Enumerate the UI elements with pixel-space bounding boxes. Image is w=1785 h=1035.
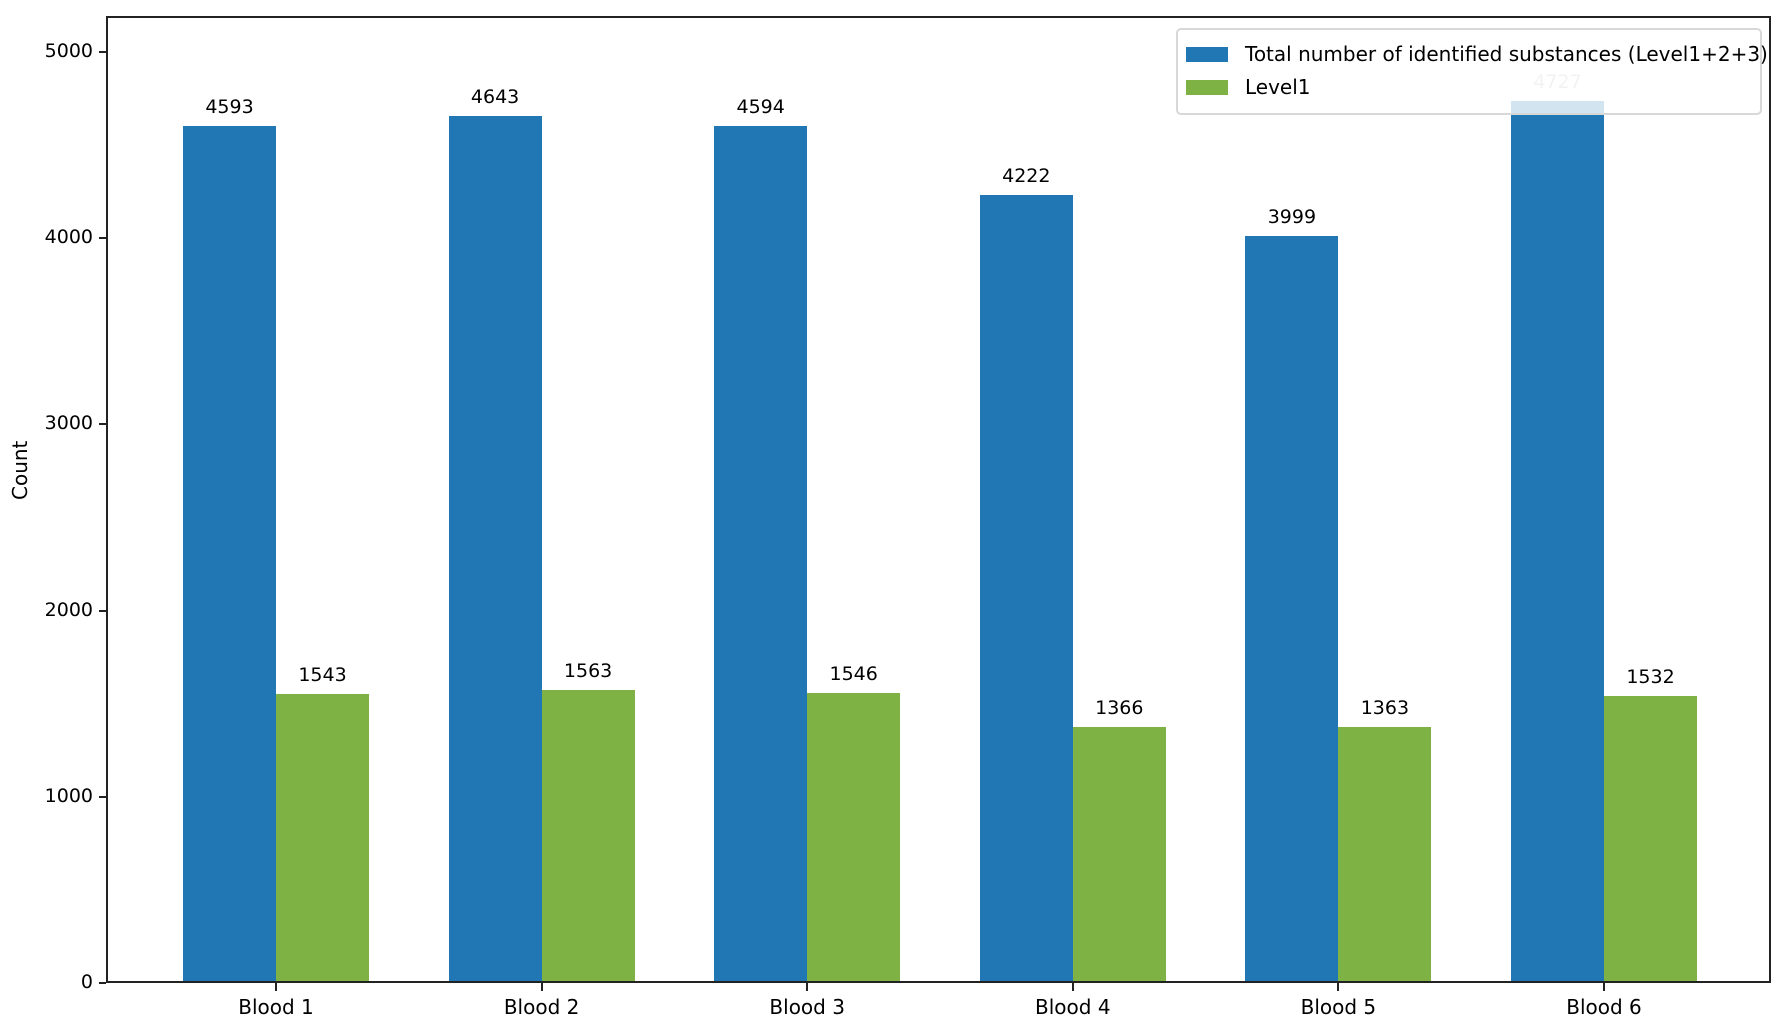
y-tick bbox=[99, 423, 106, 426]
bar-value-label: 4594 bbox=[736, 95, 785, 118]
y-tick-label: 5000 bbox=[44, 40, 93, 62]
x-tick bbox=[540, 983, 543, 991]
x-tick bbox=[275, 983, 277, 991]
bar-value-label: 1546 bbox=[829, 663, 878, 686]
y-tick-label: 2000 bbox=[44, 598, 93, 621]
x-tick-label: Blood 6 bbox=[1566, 995, 1642, 1019]
x-tick bbox=[1603, 983, 1605, 991]
y-tick-label: 0 bbox=[80, 971, 93, 993]
bar-total bbox=[448, 116, 542, 981]
bar-level1 bbox=[807, 693, 901, 981]
bar-total bbox=[183, 125, 276, 981]
bar-value-label: 3999 bbox=[1267, 206, 1317, 229]
bar-value-label: 1543 bbox=[298, 663, 347, 686]
bar-value-label: 1366 bbox=[1095, 696, 1144, 719]
bar-value-label: 1563 bbox=[563, 659, 613, 682]
legend-swatch-level1 bbox=[1186, 79, 1228, 95]
x-tick-label: Blood 5 bbox=[1300, 995, 1377, 1019]
bar-level1 bbox=[541, 689, 635, 981]
plot-area bbox=[106, 16, 1771, 983]
y-tick-label: 3000 bbox=[44, 412, 93, 435]
y-tick-label: 4000 bbox=[44, 226, 93, 249]
y-tick bbox=[99, 982, 106, 984]
bar-total bbox=[714, 125, 808, 981]
legend-swatch-total bbox=[1186, 46, 1228, 62]
y-tick bbox=[99, 795, 106, 798]
x-tick-label: Blood 1 bbox=[238, 995, 314, 1019]
x-tick bbox=[1337, 983, 1340, 991]
legend-label-level1: Level1 bbox=[1245, 75, 1311, 99]
y-tick bbox=[99, 609, 106, 612]
bar-level1 bbox=[1604, 695, 1697, 981]
bar-value-label: 4593 bbox=[205, 95, 254, 118]
legend-item-total: Total number of identified substances (L… bbox=[1186, 42, 1768, 66]
x-tick bbox=[806, 983, 809, 991]
x-tick-label: Blood 4 bbox=[1035, 995, 1111, 1019]
y-tick-label: 1000 bbox=[44, 784, 93, 807]
legend-item-level1: Level1 bbox=[1186, 75, 1311, 99]
bar-value-label: 4643 bbox=[470, 86, 520, 109]
bar-level1 bbox=[1338, 727, 1432, 981]
y-tick bbox=[99, 237, 106, 240]
x-tick-label: Blood 2 bbox=[503, 995, 580, 1019]
legend-label-total: Total number of identified substances (L… bbox=[1245, 42, 1768, 66]
x-tick bbox=[1071, 983, 1074, 991]
bar-total bbox=[979, 194, 1073, 981]
bar-value-label: 1532 bbox=[1626, 665, 1675, 688]
bar-total bbox=[1511, 100, 1604, 981]
y-tick bbox=[99, 51, 106, 53]
bar-total bbox=[1245, 236, 1339, 981]
bar-level1 bbox=[1072, 726, 1166, 981]
y-axis-label: Count bbox=[8, 440, 32, 500]
bar-level1 bbox=[276, 693, 369, 981]
bar-value-label: 1363 bbox=[1360, 697, 1410, 720]
legend: Total number of identified substances (L… bbox=[1176, 28, 1768, 115]
x-tick-label: Blood 3 bbox=[769, 995, 845, 1019]
bar-value-label: 4222 bbox=[1002, 164, 1051, 187]
